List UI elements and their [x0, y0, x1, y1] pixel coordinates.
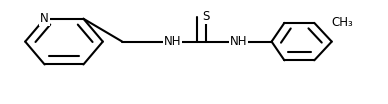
Text: N: N	[40, 12, 49, 25]
Text: S: S	[202, 10, 210, 23]
Text: NH: NH	[230, 35, 248, 48]
Text: NH: NH	[164, 35, 182, 48]
Text: CH₃: CH₃	[332, 16, 353, 29]
